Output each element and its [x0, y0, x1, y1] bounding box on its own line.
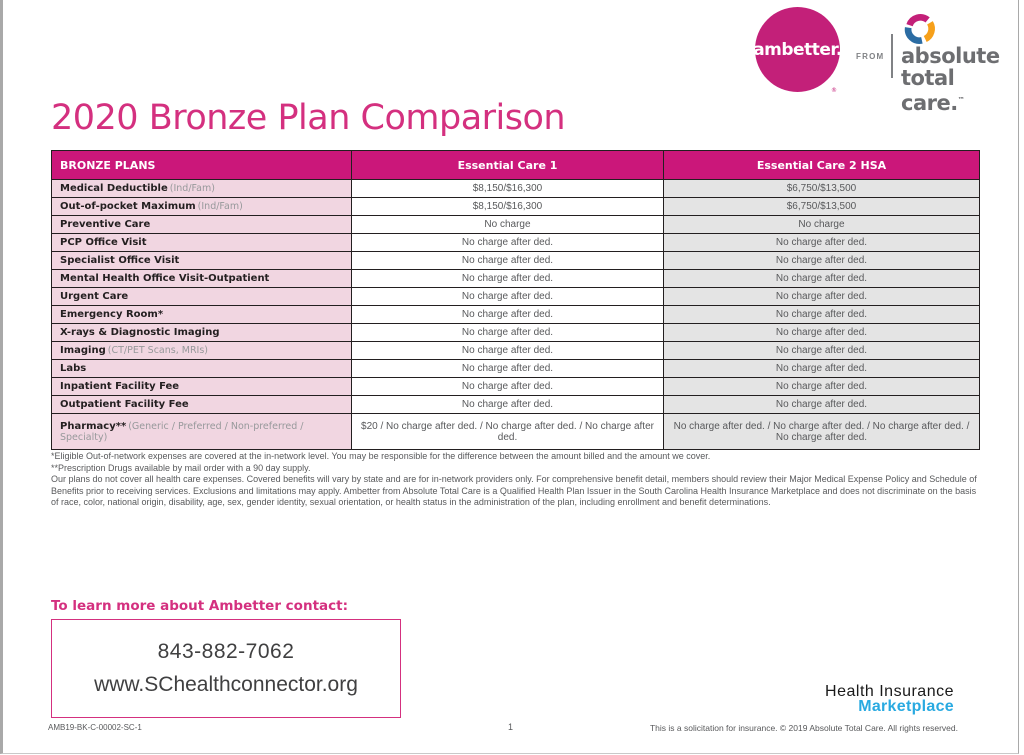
atc-line2: total care.™	[901, 66, 965, 115]
benefit-label: Inpatient Facility Fee	[60, 381, 180, 392]
ec1-value: No charge after ded.	[351, 341, 664, 360]
table-row: Mental Health Office Visit-Outpatient No…	[51, 269, 980, 288]
contact-box: 843-882-7062 www.SChealthconnector.org	[51, 619, 401, 718]
benefit-label: PCP Office Visit	[60, 237, 147, 248]
ec2-value: No charge after ded.	[663, 269, 980, 288]
ec2-value: No charge after ded.	[663, 341, 980, 360]
table-row: Medical Deductible (Ind/Fam) $8,150/$16,3…	[51, 179, 980, 198]
ec2-value: No charge after ded.	[663, 233, 980, 252]
ec1-value: $20 / No charge after ded. / No charge a…	[351, 413, 664, 450]
ec2-value: $6,750/$13,500	[663, 197, 980, 216]
contact-website-link[interactable]: www.SChealthconnector.org	[94, 673, 358, 696]
ec1-value: No charge after ded.	[351, 287, 664, 306]
ec1-value: No charge after ded.	[351, 395, 664, 414]
footnote-prescription: **Prescription Drugs available by mail o…	[51, 462, 311, 473]
form-number: AMB19-BK-C-00002-SC-1	[48, 723, 142, 732]
benefit-label: X-rays & Diagnostic Imaging	[60, 327, 220, 338]
table-row: Emergency Room* No charge after ded. No …	[51, 305, 980, 324]
ec2-value: No charge after ded.	[663, 323, 980, 342]
table-row: X-rays & Diagnostic Imaging No charge af…	[51, 323, 980, 342]
ec1-value: No charge after ded.	[351, 251, 664, 270]
benefit-note: (CT/PET Scans, MRIs)	[107, 345, 209, 356]
ec2-value: $6,750/$13,500	[663, 179, 980, 198]
ec2-value: No charge after ded.	[663, 305, 980, 324]
ec1-value: No charge after ded.	[351, 377, 664, 396]
ec1-value: $8,150/$16,300	[351, 197, 664, 216]
ec1-value: No charge after ded.	[351, 359, 664, 378]
ec2-value: No charge after ded.	[663, 287, 980, 306]
marketplace-logo-line1: Health Insurance	[825, 683, 954, 700]
table-row: Inpatient Facility Fee No charge after d…	[51, 377, 980, 396]
table-row: Preventive Care No charge No charge	[51, 215, 980, 234]
plan-comparison-table: BRONZE PLANS Essential Care 1 Essential …	[51, 150, 980, 450]
ec2-value: No charge	[663, 215, 980, 234]
logo-divider	[891, 34, 893, 78]
benefit-label: Preventive Care	[60, 219, 151, 230]
trademark-mark: ™	[957, 96, 965, 104]
table-row: Imaging (CT/PET Scans, MRIs) No charge af…	[51, 341, 980, 360]
ec1-value: $8,150/$16,300	[351, 179, 664, 198]
ec1-value: No charge after ded.	[351, 233, 664, 252]
table-row: Out-of-pocket Maximum (Ind/Fam) $8,150/$1…	[51, 197, 980, 216]
benefit-note: (Ind/Fam)	[197, 201, 243, 212]
benefit-label: Labs	[60, 363, 87, 374]
ec2-value: No charge after ded. / No charge after d…	[663, 413, 980, 450]
table-row: PCP Office Visit No charge after ded. No…	[51, 233, 980, 252]
ec2-value: No charge after ded.	[663, 359, 980, 378]
benefit-label: Pharmacy**	[60, 420, 127, 432]
contact-phone: 843-882-7062	[157, 640, 295, 663]
absolute-total-care-swirl-icon	[904, 14, 935, 44]
column-header-essential-care-2-hsa: Essential Care 2 HSA	[663, 150, 980, 180]
benefit-label: Mental Health Office Visit-Outpatient	[60, 273, 270, 284]
ec1-value: No charge after ded.	[351, 323, 664, 342]
table-row: Specialist Office Visit No charge after …	[51, 251, 980, 270]
benefit-label: Emergency Room*	[60, 309, 164, 320]
table-row: Urgent Care No charge after ded. No char…	[51, 287, 980, 306]
table-header-row: BRONZE PLANS Essential Care 1 Essential …	[51, 150, 980, 180]
ambetter-logo: ambetter.	[753, 7, 842, 92]
health-insurance-marketplace-logo: Health Insurance Marketplace	[825, 683, 954, 715]
header-logo-row: ambetter. ® FROM absolute total care.™	[753, 7, 1005, 114]
ec2-value: No charge after ded.	[663, 251, 980, 270]
benefit-label: Out-of-pocket Maximum	[60, 201, 196, 212]
page-title: 2020 Bronze Plan Comparison	[51, 98, 566, 138]
table-row: Pharmacy** (Generic / Preferred / Non-pre…	[51, 413, 980, 450]
benefit-label: Specialist Office Visit	[60, 255, 180, 266]
table-row: Labs No charge after ded. No charge afte…	[51, 359, 980, 378]
atc-line1: absolute	[901, 44, 1000, 68]
benefit-label: Outpatient Facility Fee	[60, 399, 189, 410]
contact-heading: To learn more about Ambetter contact:	[51, 598, 348, 614]
column-header-bronze-plans: BRONZE PLANS	[51, 150, 352, 180]
registered-mark: ®	[831, 87, 837, 94]
from-label: FROM	[856, 52, 885, 61]
benefit-note: (Ind/Fam)	[169, 183, 215, 194]
benefit-label: Imaging	[60, 345, 106, 356]
benefit-note: (Generic / Preferred / Non-preferred / S…	[60, 420, 304, 443]
disclaimer-paragraph: Our plans do not cover all health care e…	[51, 474, 977, 507]
ec1-value: No charge after ded.	[351, 269, 664, 288]
ec1-value: No charge	[351, 215, 664, 234]
ambetter-logo-text: ambetter.	[753, 39, 842, 60]
column-header-essential-care-1: Essential Care 1	[351, 150, 664, 180]
table-row: Outpatient Facility Fee No charge after …	[51, 395, 980, 414]
page-number: 1	[508, 722, 514, 732]
ec2-value: No charge after ded.	[663, 395, 980, 414]
ec1-value: No charge after ded.	[351, 305, 664, 324]
marketplace-logo-line2: Marketplace	[858, 698, 954, 715]
ec2-value: No charge after ded.	[663, 377, 980, 396]
benefit-label: Urgent Care	[60, 291, 129, 302]
footnote-out-of-network: *Eligible Out-of-network expenses are co…	[51, 451, 711, 461]
absolute-total-care-logotype: absolute total care.™	[901, 45, 1005, 114]
legal-text: This is a solicitation for insurance. © …	[649, 723, 958, 733]
benefit-label: Medical Deductible	[60, 183, 168, 194]
footnotes: *Eligible Out-of-network expenses are co…	[51, 451, 981, 509]
